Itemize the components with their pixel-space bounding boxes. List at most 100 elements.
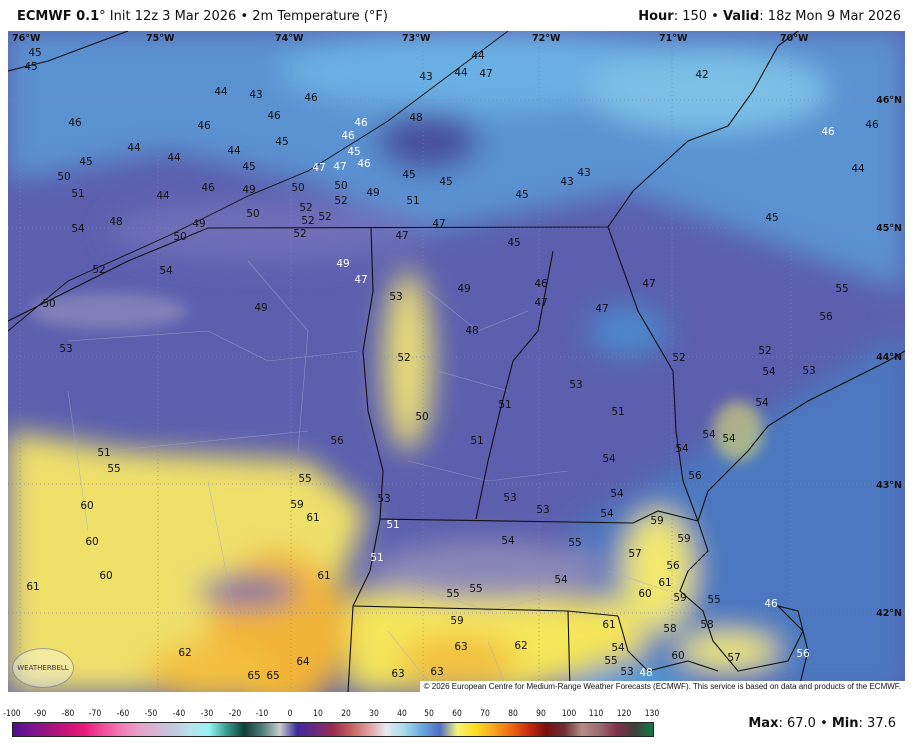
temperature-label: 59 bbox=[450, 615, 463, 627]
temperature-label: 44 bbox=[167, 152, 181, 164]
temperature-label: 60 bbox=[99, 570, 112, 582]
temperature-label: 61 bbox=[602, 619, 615, 631]
temperature-label: 54 bbox=[702, 429, 716, 441]
latitude-label: 43°N bbox=[876, 480, 902, 491]
temperature-label: 51 bbox=[370, 552, 383, 564]
temperature-label: 50 bbox=[173, 231, 186, 243]
temperature-label: 47 bbox=[642, 278, 655, 290]
state-borders bbox=[8, 31, 905, 692]
temperature-label: 49 bbox=[366, 187, 379, 199]
temperature-label: 61 bbox=[317, 570, 330, 582]
temperature-label: 44 bbox=[127, 142, 141, 154]
temperature-label: 55 bbox=[446, 588, 459, 600]
temperature-label: 45 bbox=[275, 136, 288, 148]
valid-label: Valid bbox=[722, 9, 760, 24]
temperature-label: 44 bbox=[214, 86, 228, 98]
temperature-label: 64 bbox=[296, 656, 310, 668]
colorbar-tick: -40 bbox=[172, 709, 186, 719]
temperature-label: 48 bbox=[109, 216, 122, 228]
temperature-label: 51 bbox=[498, 399, 511, 411]
colorbar-tick: -30 bbox=[200, 709, 214, 719]
temperature-label: 59 bbox=[650, 515, 663, 527]
temperature-label: 56 bbox=[330, 435, 344, 447]
temperature-label: 52 bbox=[92, 264, 105, 276]
temperature-label: 49 bbox=[242, 184, 255, 196]
temperature-label: 45 bbox=[28, 47, 41, 59]
colorbar-tick: -100 bbox=[3, 709, 21, 719]
model-degree: ° bbox=[99, 9, 106, 24]
temperature-label: 62 bbox=[178, 647, 191, 659]
temperature-label: 56 bbox=[796, 648, 810, 660]
temperature-label: 44 bbox=[227, 145, 241, 157]
ny-vt-border bbox=[347, 227, 384, 692]
colorbar bbox=[12, 722, 654, 737]
weatherbell-logo: WEATHERBELL bbox=[12, 648, 74, 688]
temperature-label: 46 bbox=[821, 126, 835, 138]
max-value: : 67.0 • bbox=[778, 716, 832, 731]
temperature-label: 45 bbox=[347, 146, 360, 158]
colorbar-tick: -70 bbox=[89, 709, 102, 719]
temperature-label: 62 bbox=[514, 640, 527, 652]
temperature-label: 50 bbox=[291, 182, 304, 194]
colorbar-tick: 30 bbox=[368, 709, 379, 719]
temperature-label: 54 bbox=[600, 508, 614, 520]
temperature-label: 63 bbox=[391, 668, 404, 680]
temperature-label: 53 bbox=[536, 504, 549, 516]
temperature-label: 47 bbox=[432, 218, 445, 230]
colorbar-tick: 50 bbox=[424, 709, 435, 719]
temperature-label: 46 bbox=[865, 119, 879, 131]
temperature-label: 61 bbox=[26, 581, 39, 593]
temperature-label: 45 bbox=[242, 161, 255, 173]
temperature-label: 51 bbox=[470, 435, 483, 447]
temperature-label: 53 bbox=[802, 365, 815, 377]
colorbar-tick: 80 bbox=[507, 709, 518, 719]
temperature-label: 57 bbox=[727, 652, 740, 664]
temperature-label: 49 bbox=[336, 258, 349, 270]
temperature-label: 55 bbox=[707, 594, 720, 606]
temperature-label: 54 bbox=[554, 574, 568, 586]
temperature-label: 44 bbox=[471, 50, 485, 62]
graticule bbox=[8, 31, 905, 692]
valid-value: : 18z Mon 9 Mar 2026 bbox=[759, 9, 901, 24]
temperature-label: 52 bbox=[318, 211, 331, 223]
longitude-label: 74°W bbox=[275, 33, 304, 44]
temperature-map[interactable]: 76°W 75°W 74°W 73°W 72°W 71°W 70°W 46°N 45°N 44°… bbox=[8, 31, 905, 692]
temperature-label: 48 bbox=[639, 667, 652, 679]
temperature-label: 53 bbox=[569, 379, 582, 391]
temperature-label: 43 bbox=[419, 71, 432, 83]
temperature-label: 54 bbox=[755, 397, 769, 409]
temperature-label: 46 bbox=[357, 158, 371, 170]
temperature-label: 49 bbox=[192, 218, 205, 230]
temperature-label: 51 bbox=[97, 447, 110, 459]
colorbar-tick: 100 bbox=[561, 709, 576, 719]
latitude-label: 46°N bbox=[876, 95, 902, 106]
temperature-label: 49 bbox=[254, 302, 267, 314]
temperature-label: 53 bbox=[503, 492, 516, 504]
temperature-label: 54 bbox=[159, 265, 173, 277]
nh-me-border bbox=[607, 226, 699, 522]
temperature-label: 61 bbox=[306, 512, 319, 524]
temperature-label: 50 bbox=[246, 208, 259, 220]
hour-value: : 150 • bbox=[673, 9, 723, 24]
temperature-label: 54 bbox=[722, 433, 736, 445]
temperature-label: 43 bbox=[577, 167, 590, 179]
temperature-label: 48 bbox=[465, 325, 478, 337]
temperature-label: 46 bbox=[534, 278, 548, 290]
colorbar-tick: 60 bbox=[452, 709, 463, 719]
temperature-label: 55 bbox=[107, 463, 120, 475]
temperature-label: 47 bbox=[595, 303, 608, 315]
temperature-label: 43 bbox=[249, 89, 262, 101]
latitude-labels: 46°N 45°N 44°N 43°N 42°N bbox=[876, 95, 902, 619]
temperature-label: 59 bbox=[290, 499, 303, 511]
temperature-label: 45 bbox=[402, 169, 415, 181]
min-value: : 37.6 bbox=[858, 716, 896, 731]
temperature-label: 50 bbox=[334, 180, 347, 192]
temperature-label: 60 bbox=[85, 536, 98, 548]
temperature-label: 61 bbox=[658, 577, 671, 589]
temperature-label: 44 bbox=[454, 67, 468, 79]
temperature-label: 65 bbox=[247, 670, 260, 682]
colorbar-tick: -90 bbox=[33, 709, 47, 719]
temperature-label: 60 bbox=[80, 500, 93, 512]
init-and-variable: Init 12z 3 Mar 2026 • 2m Temperature (°F… bbox=[105, 9, 388, 24]
temperature-label: 59 bbox=[677, 533, 690, 545]
